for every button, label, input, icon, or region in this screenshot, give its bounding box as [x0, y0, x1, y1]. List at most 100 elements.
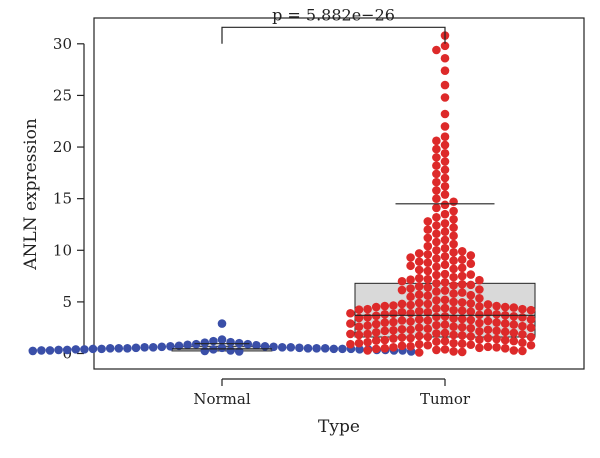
- point-tumor: [346, 329, 355, 339]
- point-tumor: [475, 318, 484, 328]
- point-tumor: [518, 338, 527, 347]
- point-normal: [105, 344, 115, 353]
- point-tumor: [440, 303, 450, 313]
- point-tumor: [466, 307, 476, 317]
- point-tumor: [457, 322, 467, 332]
- point-tumor: [475, 293, 484, 303]
- point-tumor: [466, 290, 476, 300]
- point-normal: [140, 343, 149, 352]
- point-tumor: [457, 271, 467, 281]
- point-tumor: [483, 316, 493, 326]
- point-normal: [286, 343, 296, 352]
- point-tumor: [449, 347, 458, 356]
- point-tumor: [406, 308, 415, 318]
- y-axis: 051015202530: [53, 35, 85, 363]
- point-normal: [183, 340, 192, 350]
- point-tumor: [457, 306, 467, 315]
- point-tumor: [406, 333, 415, 343]
- point-tumor: [518, 313, 527, 322]
- point-tumor: [397, 285, 407, 295]
- point-tumor: [363, 313, 372, 322]
- point-normal: [80, 345, 89, 354]
- point-tumor: [432, 279, 441, 288]
- point-tumor: [449, 239, 458, 249]
- point-tumor: [492, 326, 501, 336]
- point-tumor: [432, 186, 441, 195]
- p-value-label: p = 5.882e−26: [272, 5, 395, 24]
- point-tumor: [440, 336, 450, 346]
- point-tumor: [414, 257, 424, 266]
- point-tumor: [389, 309, 398, 319]
- point-tumor: [440, 320, 450, 329]
- point-tumor: [440, 140, 450, 150]
- point-normal: [329, 344, 339, 354]
- point-tumor: [466, 323, 476, 333]
- point-tumor: [423, 324, 433, 334]
- point-tumor: [371, 302, 381, 312]
- point-tumor: [432, 161, 441, 170]
- point-tumor: [406, 325, 415, 335]
- y-tick-label: 20: [53, 138, 72, 156]
- point-tumor: [440, 295, 450, 305]
- point-tumor: [423, 332, 433, 342]
- point-tumor: [432, 169, 441, 179]
- point-tumor: [423, 307, 433, 317]
- point-tumor: [432, 194, 441, 203]
- point-tumor: [440, 219, 450, 228]
- point-tumor: [440, 345, 450, 354]
- point-normal: [28, 346, 38, 356]
- point-tumor: [518, 304, 527, 314]
- point-tumor: [500, 319, 510, 328]
- point-tumor: [466, 259, 476, 269]
- point-tumor: [423, 274, 433, 284]
- point-tumor: [354, 305, 364, 314]
- point-tumor: [509, 312, 519, 321]
- point-tumor: [423, 291, 433, 301]
- y-tick-label: 15: [53, 190, 72, 208]
- point-tumor: [389, 317, 398, 327]
- point-tumor: [466, 332, 476, 341]
- point-tumor: [371, 336, 381, 345]
- point-tumor: [397, 276, 407, 286]
- point-tumor: [440, 165, 450, 175]
- point-tumor: [440, 93, 450, 102]
- point-tumor: [466, 280, 476, 290]
- point-tumor: [457, 280, 467, 289]
- point-tumor: [500, 302, 510, 312]
- point-tumor: [440, 148, 450, 158]
- point-normal: [295, 343, 304, 353]
- point-normal: [123, 344, 132, 353]
- point-tumor: [389, 301, 398, 310]
- point-tumor: [432, 329, 441, 338]
- point-normal: [200, 338, 210, 347]
- point-tumor: [432, 296, 441, 305]
- point-tumor: [432, 270, 441, 280]
- point-tumor: [440, 157, 450, 166]
- point-tumor: [509, 336, 519, 346]
- point-tumor: [423, 316, 433, 325]
- x-axis: Normal Tumor: [193, 378, 471, 408]
- point-tumor: [475, 275, 484, 285]
- point-tumor: [414, 323, 424, 333]
- point-tumor: [440, 181, 450, 191]
- point-tumor: [380, 344, 390, 353]
- y-tick-label: 10: [53, 241, 72, 259]
- point-tumor: [483, 300, 493, 309]
- point-tumor: [371, 328, 381, 337]
- point-tumor: [432, 320, 441, 330]
- point-tumor: [457, 339, 467, 349]
- point-tumor: [526, 305, 536, 315]
- y-tick-label: 25: [53, 86, 72, 104]
- point-tumor: [432, 229, 441, 239]
- point-tumor: [432, 337, 441, 346]
- point-tumor: [414, 315, 424, 324]
- point-tumor: [432, 304, 441, 313]
- point-normal: [148, 343, 158, 352]
- point-tumor: [475, 335, 484, 344]
- point-tumor: [414, 249, 424, 258]
- point-tumor: [389, 343, 398, 352]
- point-tumor: [440, 277, 450, 287]
- point-tumor: [440, 286, 450, 295]
- point-normal: [338, 344, 347, 354]
- point-tumor: [449, 256, 458, 265]
